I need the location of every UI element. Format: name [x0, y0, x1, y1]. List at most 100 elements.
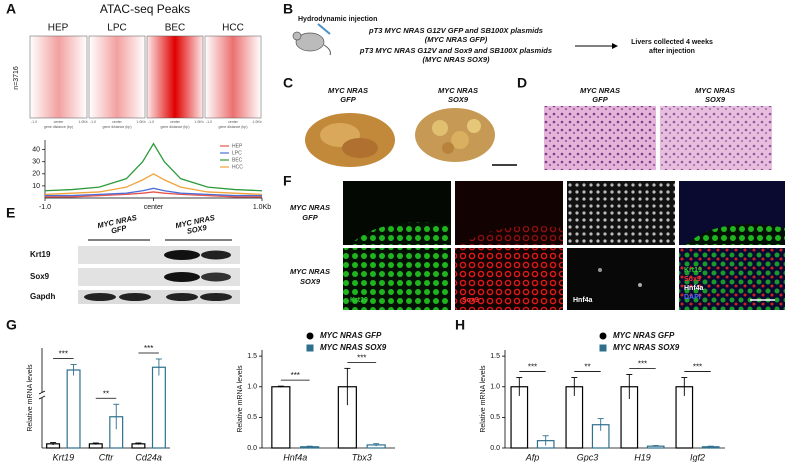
channel-label: Krt19 — [684, 267, 702, 274]
group-name: (MYC NRAS GFP) — [425, 35, 488, 44]
axis-break — [38, 395, 46, 400]
method: Hydrodynamic injection — [298, 16, 377, 23]
axis-break — [38, 390, 46, 395]
heatmap — [146, 35, 204, 119]
significance: *** — [291, 371, 300, 380]
legend-marker — [306, 344, 314, 352]
line — [45, 191, 262, 198]
significance: *** — [357, 353, 366, 362]
heatmap-tick: 1.0Kb — [252, 120, 261, 124]
x-tick-label: Krt19 — [53, 452, 75, 462]
heatmap-tick: 1.0Kb — [136, 120, 145, 124]
x-tick-label: Cftr — [99, 452, 115, 462]
column-label: BEC — [165, 23, 186, 34]
channel-label: Krt19 — [350, 297, 368, 304]
bar — [271, 386, 291, 449]
y-tick-label: 20 — [32, 171, 40, 178]
channel-label: Hnf4a — [573, 297, 593, 304]
heatmap-tick: -1.0 — [206, 120, 212, 124]
group-label: SOX9 — [705, 95, 726, 104]
bar — [151, 366, 166, 449]
significance: ** — [103, 389, 109, 398]
protein-label: Krt19 — [30, 250, 51, 259]
group-label: MYC NRAS — [580, 86, 620, 95]
panel-label: D — [517, 75, 527, 91]
y-tick-label: 40 — [32, 147, 40, 154]
bar — [66, 369, 81, 449]
significance: *** — [528, 363, 537, 372]
channel-label: Sox9 — [462, 297, 479, 304]
legend-label: LPC — [232, 150, 242, 156]
plasmids: pT3 MYC NRAS G12V and Sox9 and SB100X pl… — [359, 46, 552, 55]
heatmap — [204, 35, 262, 119]
x-tick-label: Cd24a — [135, 452, 162, 462]
blots — [78, 239, 240, 304]
significance: *** — [59, 350, 68, 359]
panel-label: C — [283, 75, 293, 91]
heatmap-tick: center — [54, 120, 65, 124]
x-tick-label: Afp — [525, 452, 540, 462]
legend-label: MYC NRAS SOX9 — [320, 343, 387, 352]
panel-label: G — [6, 317, 17, 333]
heatmap-xlabel: gene distance (bp) — [219, 125, 248, 129]
y-axis-label: Relative mRNA levels — [237, 365, 244, 433]
x-tick-label: center — [144, 204, 164, 211]
arrow — [575, 43, 618, 49]
panel-label: F — [283, 173, 292, 189]
y-axis-label: Relative mRNA levels — [480, 365, 487, 433]
heatmap-tick: center — [228, 120, 239, 124]
column-label: LPC — [107, 23, 126, 34]
x-tick-label: -1.0 — [39, 204, 51, 211]
panel-label: E — [6, 205, 15, 221]
y-tick-label: 10 — [32, 183, 40, 190]
outcome: after injection — [649, 48, 695, 55]
group-label: SOX9 — [186, 223, 208, 236]
group-label: MYC NRAS — [290, 267, 330, 276]
group-label: MYC NRAS — [328, 86, 368, 95]
heatmap — [29, 35, 88, 119]
y-tick-label: 0.0 — [490, 445, 500, 452]
heatmaps — [29, 35, 262, 119]
group-name: (MYC NRAS SOX9) — [422, 55, 490, 64]
legend-label: HEP — [232, 143, 243, 149]
y-tick-label: 1.5 — [247, 353, 257, 360]
line — [44, 173, 263, 196]
heatmap-tick: -1.0 — [90, 120, 96, 124]
panel-label: A — [6, 1, 16, 17]
heatmap-title: ATAC-seq Peaks — [100, 2, 190, 16]
group-label: GFP — [302, 213, 318, 222]
group-label: MYC NRAS — [695, 86, 735, 95]
column-label: HCC — [222, 23, 244, 34]
heatmap-tick: 1.0Kb — [194, 120, 203, 124]
legend-label: MYC NRAS GFP — [613, 331, 675, 340]
group-label: GFP — [592, 95, 608, 104]
mouse-icon — [292, 23, 331, 56]
legend-marker — [599, 332, 607, 340]
group-label: MYC NRAS — [438, 86, 478, 95]
x-tick-label: Tbx3 — [352, 452, 372, 462]
legend-marker — [306, 332, 314, 340]
x-tick-label: H19 — [634, 452, 651, 462]
channel-label: Hnf4a — [684, 285, 704, 292]
plasmids: pT3 MYC NRAS G12V GFP and SB100X plasmid… — [368, 26, 543, 35]
heatmap-xlabel: gene distance (bp) — [44, 125, 73, 129]
heatmap-tick: center — [112, 120, 123, 124]
y-tick-label: 1.5 — [490, 353, 500, 360]
histology-images — [544, 106, 772, 170]
group-label: GFP — [110, 223, 128, 235]
heatmap-xlabel: gene distance (bp) — [161, 125, 190, 129]
legend-label: HCC — [232, 164, 243, 170]
y-axis-label: Relative mRNA levels — [27, 364, 34, 432]
y-tick-label: 0.0 — [247, 445, 257, 452]
legend-label: BEC — [232, 157, 243, 163]
significance: *** — [693, 363, 702, 372]
liver-images — [305, 108, 517, 167]
heatmap-tick: 1.0Kb — [78, 120, 87, 124]
significance: *** — [638, 360, 647, 369]
y-tick-label: 0.5 — [490, 414, 500, 421]
group-label: SOX9 — [300, 277, 321, 286]
x-tick-label: Gpc3 — [577, 452, 599, 462]
group-label: GFP — [340, 95, 356, 104]
